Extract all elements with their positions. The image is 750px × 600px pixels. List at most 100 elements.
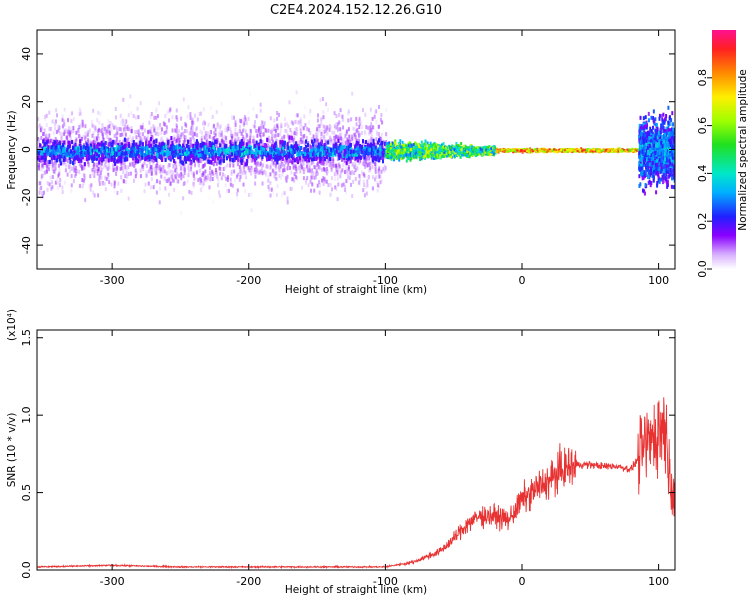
spectrogram-cell (64, 180, 67, 185)
spectrogram-cell (107, 162, 110, 167)
spectrogram-cell (198, 111, 201, 116)
spectrogram-cell (259, 102, 262, 107)
spectrogram-cell (46, 164, 49, 169)
spectrogram-cell (175, 123, 178, 128)
spectrogram-cell (115, 167, 118, 172)
spectrogram-cell (57, 163, 60, 168)
spectrogram-cell (93, 147, 96, 152)
spectrogram-cell (241, 128, 244, 133)
spectrogram-cell (300, 154, 303, 159)
spectrogram-cell (242, 182, 245, 187)
spectrogram-cell (180, 132, 183, 137)
spectrogram-cell (347, 111, 350, 116)
spectrogram-cell (315, 135, 318, 140)
spectrogram-cell (148, 140, 151, 145)
spectrogram-cell (303, 140, 306, 145)
spectrogram-cell (359, 150, 362, 155)
spectrogram-cell (192, 135, 195, 140)
spectrogram-cell (326, 108, 329, 113)
spectrogram-cell (106, 130, 109, 135)
spectrogram-cell (299, 125, 302, 130)
spectrogram-cell (61, 154, 64, 159)
spectrogram-cell (43, 160, 46, 165)
spectrogram-cell (112, 152, 115, 157)
spectrogram-cell (40, 185, 43, 190)
spectrogram-cell (75, 137, 78, 142)
spectrogram-cell (221, 135, 224, 140)
spectrogram-cell (236, 139, 239, 144)
spectrogram-cell (240, 170, 243, 175)
spectrogram-cell (380, 169, 383, 174)
spectrogram-cell (78, 169, 81, 174)
spectrogram-cell (137, 129, 140, 134)
spectrogram-cell (70, 174, 73, 179)
spectrogram-cell (93, 174, 96, 179)
spectrogram-cell (258, 132, 261, 137)
spectrogram-cell (314, 144, 317, 149)
spectrogram-cell (175, 139, 178, 144)
spectrogram-cell (192, 181, 195, 186)
spectrogram-cell (347, 127, 350, 132)
spectrogram-cell (102, 165, 105, 170)
spectrogram-cell (267, 128, 270, 133)
spectrogram-cell (298, 140, 301, 145)
spectrogram-cell (242, 155, 245, 160)
spectrogram-cell (38, 163, 41, 168)
spectrogram-cell (376, 132, 379, 137)
spectrogram-cell (189, 136, 192, 141)
spectrogram-cell (70, 166, 73, 171)
spectrogram-cell (383, 168, 386, 173)
spectrogram-cell (65, 157, 68, 162)
spectrogram-cell (45, 122, 48, 127)
spectrogram-cell (69, 164, 72, 169)
spectrogram-cell (290, 170, 293, 175)
spectrogram-cell (189, 115, 192, 120)
spectrogram-cell (220, 101, 223, 106)
spectrogram-cell (344, 187, 347, 192)
spectrogram-cell (98, 174, 101, 179)
spectrogram-cell (185, 159, 188, 164)
spectrogram-cell (127, 171, 130, 176)
spectrogram-cell (129, 94, 132, 99)
spectrogram-cell (287, 134, 290, 139)
spectrogram-cell (123, 137, 126, 142)
spectrogram-cell (378, 174, 381, 179)
spectrogram-cell (309, 108, 312, 113)
spectrogram-cell (347, 118, 350, 123)
spectrogram-cell (217, 192, 220, 197)
spectrogram-cell (167, 144, 170, 149)
spectrogram-cell (277, 112, 280, 117)
spectrogram-cell (333, 172, 336, 177)
spectrogram-cell (368, 138, 371, 143)
spectrogram-cell (131, 163, 134, 168)
spectrogram-cell (173, 187, 176, 192)
spectrogram-cell (100, 161, 103, 166)
spectrogram-cell (150, 112, 153, 117)
spectrogram-cell (318, 124, 321, 129)
spectrogram-cell (240, 158, 243, 163)
spectrogram-cell (127, 156, 130, 161)
spectrogram-cell (287, 162, 290, 167)
spectrogram-cell (221, 139, 224, 144)
spectrogram-cell (325, 128, 328, 133)
spectrogram-cell (41, 190, 44, 195)
spectrogram-cell (353, 161, 356, 166)
spectrogram-cell (154, 143, 157, 148)
spectrogram-cell (274, 157, 277, 162)
spectrogram-cell (341, 114, 344, 119)
spectrogram-cell (74, 165, 77, 170)
spectrogram-cell (272, 155, 275, 160)
spectrogram-cell (174, 163, 177, 168)
spectrogram-cell (289, 156, 292, 161)
spectrogram-cell (173, 159, 176, 164)
spectrogram-cell (213, 131, 216, 136)
spectrogram-cell (81, 119, 84, 124)
spectrogram-cell (358, 160, 361, 165)
spectrogram-cell (47, 145, 50, 150)
spectrogram-cell (148, 159, 151, 164)
spectrogram-cell (101, 131, 104, 136)
spectrogram-cell (375, 137, 378, 142)
spectrogram-cell (345, 148, 348, 153)
spectrogram-cell (353, 126, 356, 131)
spectrogram-cell (227, 123, 230, 128)
